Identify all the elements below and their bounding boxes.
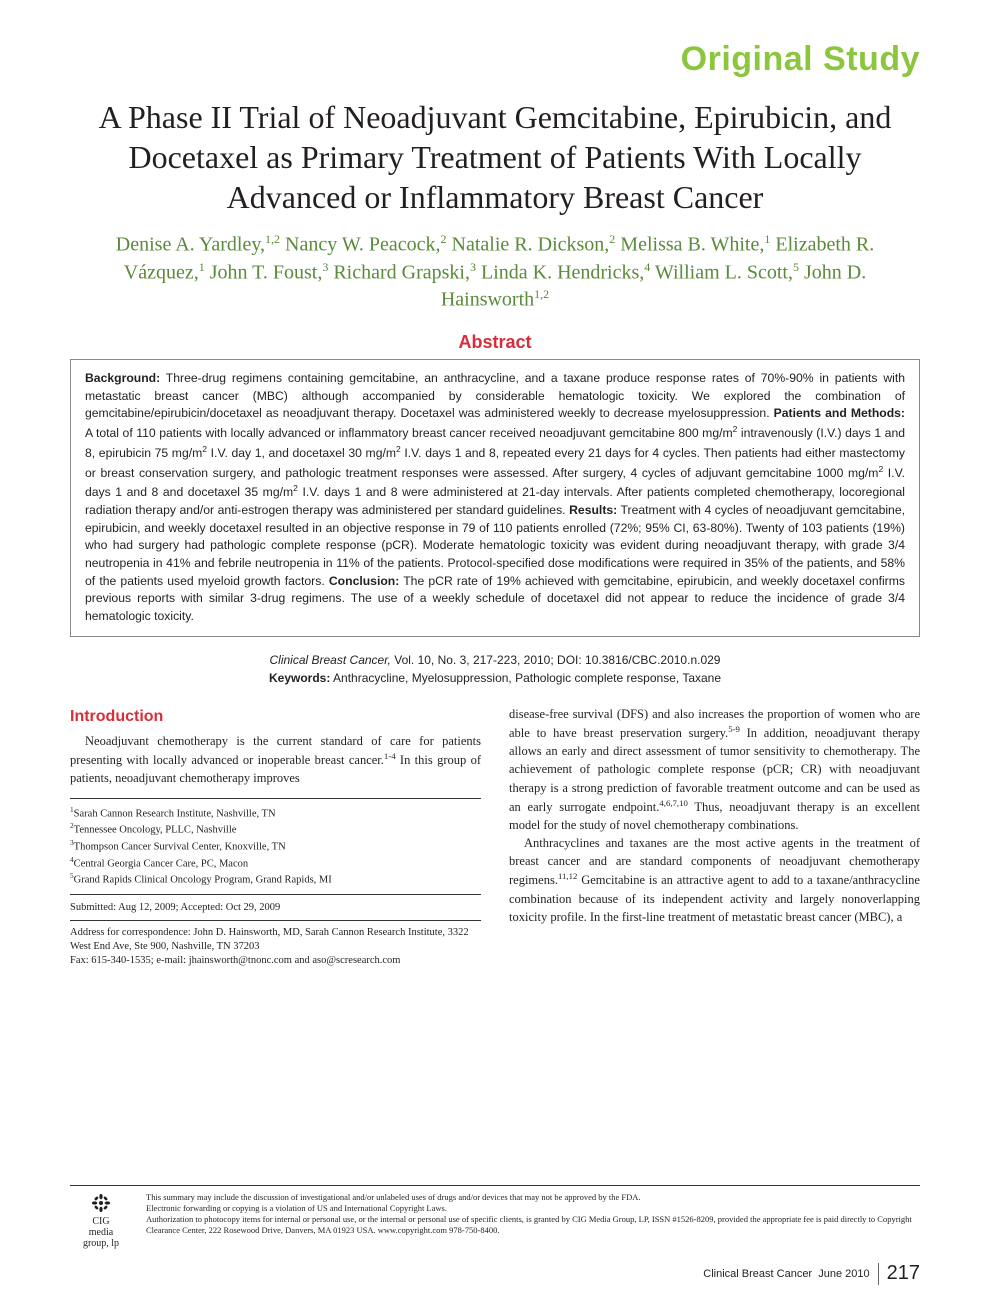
page-disclaimer-footer: CIG media group, lp This summary may inc… xyxy=(70,1185,920,1249)
footer-divider xyxy=(878,1263,879,1285)
keywords-label: Keywords: xyxy=(269,671,330,685)
citation-journal: Clinical Breast Cancer, xyxy=(270,653,391,667)
logo-line3: group, lp xyxy=(83,1238,119,1249)
logo-line2: media xyxy=(89,1227,113,1238)
intro-para-3: Anthracyclines and taxanes are the most … xyxy=(509,834,920,926)
keywords: Anthracycline, Myelosuppression, Patholo… xyxy=(333,671,721,685)
section-label: Original Study xyxy=(70,40,920,79)
affiliation-1: 1Sarah Cannon Research Institute, Nashvi… xyxy=(70,805,481,822)
article-title: A Phase II Trial of Neoadjuvant Gemcitab… xyxy=(70,97,920,217)
affiliation-5: 5Grand Rapids Clinical Oncology Program,… xyxy=(70,871,481,888)
correspondence-block: Address for correspondence: John D. Hain… xyxy=(70,921,481,969)
introduction-heading: Introduction xyxy=(70,705,481,728)
disclaimer-line3: Authorization to photocopy items for int… xyxy=(146,1214,920,1236)
abstract-heading: Abstract xyxy=(70,332,920,353)
page-number: 217 xyxy=(887,1262,920,1285)
column-right: disease-free survival (DFS) and also inc… xyxy=(509,705,920,969)
affiliation-3: 3Thompson Cancer Survival Center, Knoxvi… xyxy=(70,838,481,855)
correspondence-address: Address for correspondence: John D. Hain… xyxy=(70,926,481,954)
affiliation-4: 4Central Georgia Cancer Care, PC, Macon xyxy=(70,855,481,872)
flower-icon xyxy=(90,1192,112,1214)
column-left: Introduction Neoadjuvant chemotherapy is… xyxy=(70,705,481,969)
body-columns: Introduction Neoadjuvant chemotherapy is… xyxy=(70,705,920,969)
authors-list: Denise A. Yardley,1,2 Nancy W. Peacock,2… xyxy=(70,231,920,314)
publisher-logo: CIG media group, lp xyxy=(70,1192,132,1249)
page-number-footer: Clinical Breast Cancer June 2010 217 xyxy=(703,1262,920,1285)
disclaimer-line1: This summary may include the discussion … xyxy=(146,1192,920,1203)
citation-doi: DOI: 10.3816/CBC.2010.n.029 xyxy=(557,653,720,667)
correspondence-contact: Fax: 615-340-1535; e-mail: jhainsworth@t… xyxy=(70,954,481,968)
affiliation-2: 2Tennessee Oncology, PLLC, Nashville xyxy=(70,821,481,838)
citation-block: Clinical Breast Cancer, Vol. 10, No. 3, … xyxy=(130,651,860,687)
intro-para-2: disease-free survival (DFS) and also inc… xyxy=(509,705,920,834)
disclaimer-line2: Electronic forwarding or copying is a vi… xyxy=(146,1203,920,1214)
disclaimer-text: This summary may include the discussion … xyxy=(146,1192,920,1236)
abstract-box: Background: Three-drug regimens containi… xyxy=(70,359,920,637)
submission-dates: Submitted: Aug 12, 2009; Accepted: Oct 2… xyxy=(70,895,481,921)
affiliations-block: 1Sarah Cannon Research Institute, Nashvi… xyxy=(70,798,481,895)
citation-vol: Vol. 10, No. 3, 217-223, 2010; xyxy=(394,653,553,667)
footer-journal: Clinical Breast Cancer June 2010 xyxy=(703,1268,869,1280)
logo-line1: CIG xyxy=(92,1216,109,1227)
intro-para-1: Neoadjuvant chemotherapy is the current … xyxy=(70,732,481,788)
